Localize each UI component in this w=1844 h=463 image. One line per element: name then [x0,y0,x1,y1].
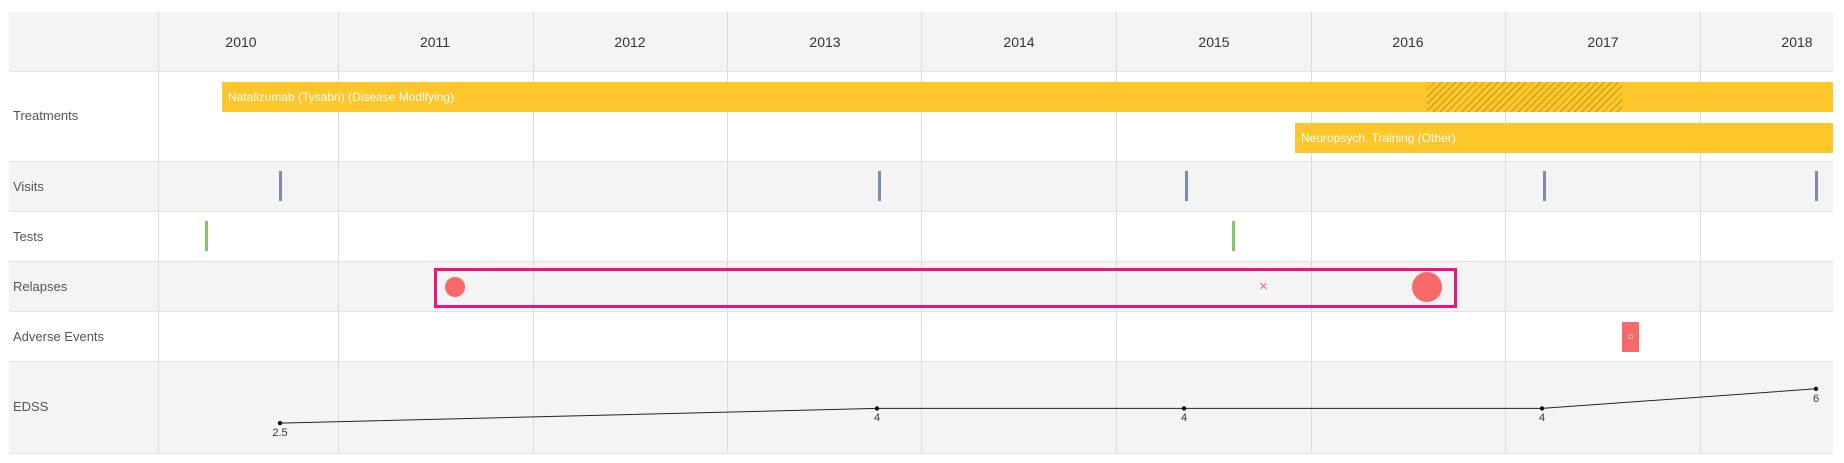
row-label-treatments: Treatments [13,108,79,123]
year-label: 2010 [225,34,257,50]
treatment-hatch-period [1427,82,1622,112]
year-label: 2013 [809,34,841,50]
year-label: 2016 [1392,34,1424,50]
year-label: 2011 [419,34,451,50]
visit-marker [1185,171,1188,201]
row-label-adverse-events: Adverse Events [13,329,105,344]
year-label: 2018 [1781,34,1813,50]
year-label: 2012 [614,34,646,50]
row-label-tests: Tests [13,229,44,244]
edss-value-label: 6 [1812,392,1820,405]
relapse-x-marker: × [1259,278,1268,295]
row-label-edss: EDSS [13,399,49,414]
test-marker [1232,221,1235,251]
year-label: 2017 [1587,34,1619,50]
row-label-relapses: Relapses [13,279,68,294]
year-label: 2014 [1003,34,1035,50]
treatment-bar: Neuropsych. Training (Other) [1295,123,1833,153]
adverse-event-marker: ○ [1622,322,1639,352]
edss-value-label: 4 [1180,412,1188,425]
visit-marker [1815,171,1818,201]
visit-marker [878,171,881,201]
year-gridline [921,12,922,452]
visit-marker [279,171,282,201]
year-gridline [158,12,159,452]
year-gridline [533,12,534,452]
row-label-visits: Visits [13,179,44,194]
edss-value-label: 2.5 [272,427,288,440]
year-gridline [1116,12,1117,452]
year-gridline [1700,12,1701,452]
year-gridline [338,12,339,452]
edss-value-label: 4 [873,412,881,425]
year-gridline [727,12,728,452]
edss-value-label: 4 [1538,412,1546,425]
test-marker [205,221,208,251]
year-gridline [1311,12,1312,452]
relapse-dot [1412,272,1442,302]
relapses-highlight-box [434,268,1457,308]
year-gridline [1505,12,1506,452]
relapse-dot [445,277,465,297]
year-label: 2015 [1198,34,1230,50]
visit-marker [1543,171,1546,201]
